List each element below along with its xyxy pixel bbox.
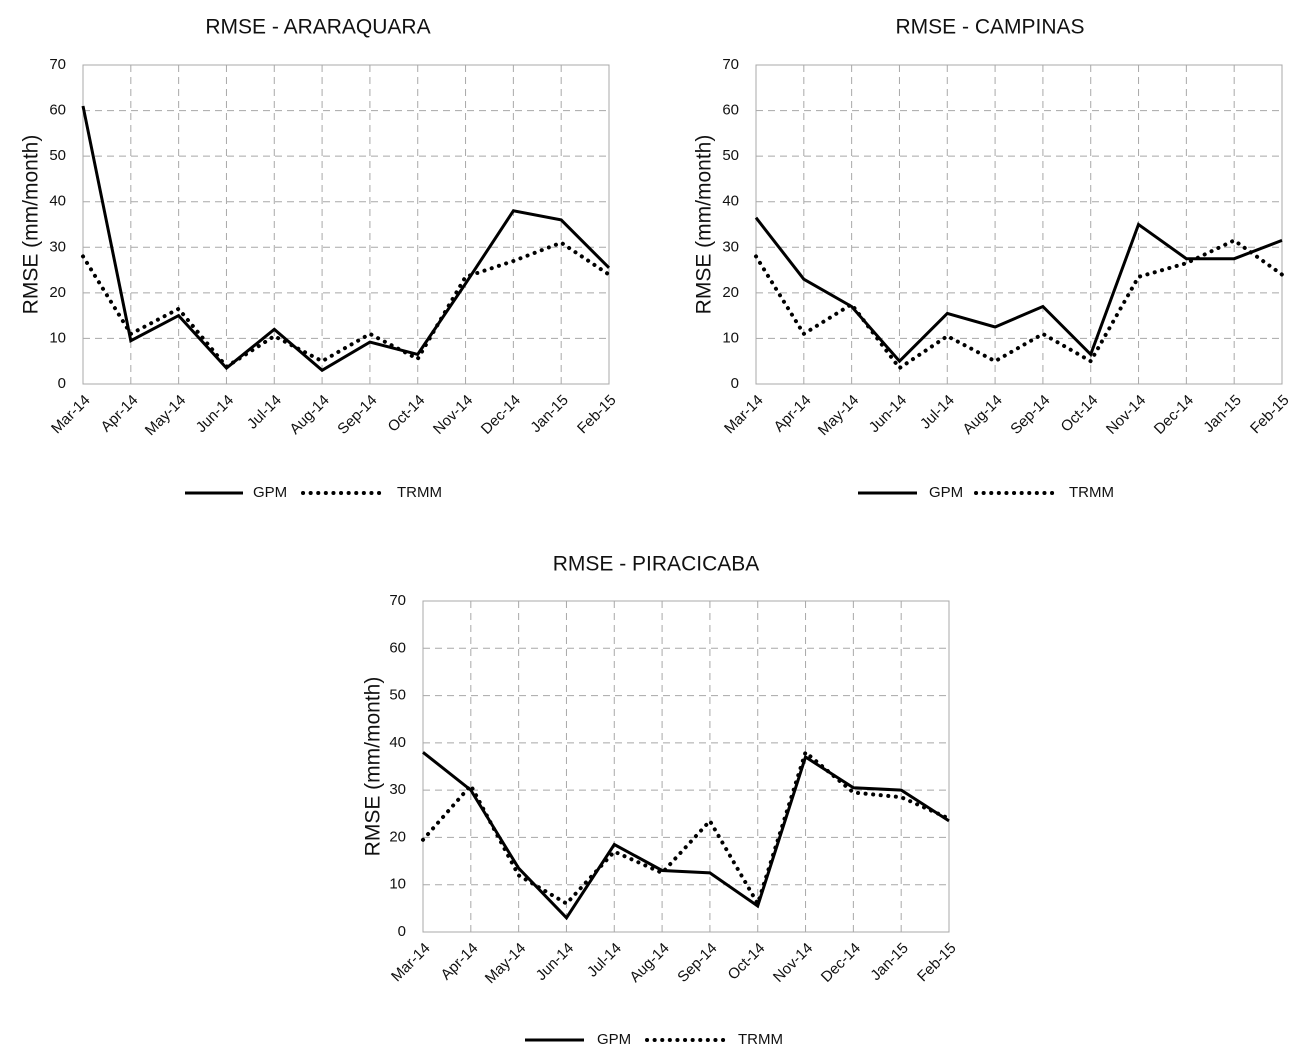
x-tick-label: Dec-14 bbox=[478, 392, 524, 438]
y-tick-label: 10 bbox=[389, 876, 406, 893]
legend-label-trmm: TRMM bbox=[1069, 484, 1114, 501]
chart-title: RMSE - CAMPINAS bbox=[895, 16, 1084, 39]
y-tick-label: 40 bbox=[49, 193, 66, 210]
y-tick-label: 70 bbox=[389, 592, 406, 609]
x-tick-label: Aug-14 bbox=[959, 392, 1005, 438]
y-tick-label: 10 bbox=[722, 329, 739, 346]
x-tick-label: Sep-14 bbox=[334, 392, 380, 438]
x-tick-label: Jun-14 bbox=[193, 392, 237, 436]
legend-label-trmm: TRMM bbox=[397, 484, 442, 501]
x-tick-label: Aug-14 bbox=[626, 940, 672, 986]
y-tick-label: 60 bbox=[389, 639, 406, 656]
x-tick-label: Sep-14 bbox=[674, 940, 720, 986]
y-tick-label: 20 bbox=[389, 828, 406, 845]
grid bbox=[423, 600, 949, 932]
x-tick-label: Mar-14 bbox=[48, 392, 94, 438]
legend-label-gpm: GPM bbox=[929, 484, 963, 501]
y-tick-label: 60 bbox=[49, 102, 66, 119]
y-tick-label: 70 bbox=[49, 56, 66, 73]
x-tick-label: Jun-14 bbox=[533, 940, 577, 984]
x-tick-label: May-14 bbox=[482, 940, 529, 987]
y-tick-label: 60 bbox=[722, 102, 739, 119]
x-tick-label: Dec-14 bbox=[1151, 392, 1197, 438]
series-line-trmm bbox=[81, 240, 611, 370]
plot-area bbox=[422, 600, 950, 933]
x-tick-label: Apr-14 bbox=[98, 392, 142, 436]
legend: GPM TRMM bbox=[858, 484, 1114, 501]
legend: GPM TRMM bbox=[525, 1031, 783, 1048]
x-tick-label: Dec-14 bbox=[818, 940, 864, 986]
series-line-gpm bbox=[81, 105, 611, 373]
x-tick-label: Apr-14 bbox=[438, 940, 482, 984]
x-tick-label: Nov-14 bbox=[1103, 392, 1149, 438]
plot-area bbox=[82, 64, 610, 385]
chart-title: RMSE - PIRACICABA bbox=[553, 553, 760, 576]
legend-label-trmm: TRMM bbox=[738, 1031, 783, 1048]
y-tick-label: 30 bbox=[49, 238, 66, 255]
y-tick-label: 40 bbox=[722, 193, 739, 210]
y-tick-label: 0 bbox=[731, 375, 739, 392]
legend: GPM TRMM bbox=[185, 484, 442, 501]
y-tick-label: 30 bbox=[389, 781, 406, 798]
x-tick-label: Feb-15 bbox=[914, 940, 960, 986]
x-tick-label: Jan-15 bbox=[867, 940, 911, 984]
y-tick-label: 20 bbox=[49, 284, 66, 301]
x-tick-label: Feb-15 bbox=[1247, 392, 1293, 438]
x-tick-label: Nov-14 bbox=[430, 392, 476, 438]
y-axis-label: RMSE (mm/month) bbox=[20, 135, 43, 315]
chart-piracicaba: RMSE - PIRACICABA 0 10 20 30 40 50 60 70 RMSE (mm… bbox=[362, 553, 960, 1048]
x-tick-label: Oct-14 bbox=[385, 392, 429, 436]
x-tick-label: Aug-14 bbox=[286, 392, 332, 438]
series-line-trmm bbox=[754, 238, 1284, 371]
y-tick-label: 10 bbox=[49, 329, 66, 346]
x-tick-label: Apr-14 bbox=[771, 392, 815, 436]
x-tick-label: Mar-14 bbox=[388, 940, 434, 986]
grid bbox=[83, 64, 609, 384]
legend-label-gpm: GPM bbox=[253, 484, 287, 501]
y-axis-label: RMSE (mm/month) bbox=[693, 135, 716, 315]
x-tick-label: Mar-14 bbox=[721, 392, 767, 438]
legend-label-gpm: GPM bbox=[597, 1031, 631, 1048]
x-tick-label: Nov-14 bbox=[770, 940, 816, 986]
y-tick-label: 30 bbox=[722, 238, 739, 255]
x-tick-label: Jan-15 bbox=[527, 392, 571, 436]
chart-araraquara: RMSE - ARARAQUARA 0 10 20 30 40 50 60 70 RMSE (mm… bbox=[20, 16, 620, 501]
y-tick-label: 50 bbox=[722, 147, 739, 164]
chart-title: RMSE - ARARAQUARA bbox=[205, 16, 430, 39]
series-line-gpm bbox=[754, 216, 1283, 364]
x-tick-label: Jul-14 bbox=[917, 392, 958, 433]
y-tick-label: 20 bbox=[722, 284, 739, 301]
chart-campinas: RMSE - CAMPINAS 0 10 20 30 40 50 60 70 RMSE (mm/m… bbox=[693, 16, 1293, 501]
plot-area bbox=[755, 64, 1283, 385]
x-tick-label: May-14 bbox=[142, 392, 189, 439]
x-tick-label: Oct-14 bbox=[1058, 392, 1102, 436]
y-tick-label: 50 bbox=[49, 147, 66, 164]
x-tick-label: Oct-14 bbox=[725, 940, 769, 984]
y-tick-label: 50 bbox=[389, 687, 406, 704]
y-tick-label: 70 bbox=[722, 56, 739, 73]
y-tick-label: 40 bbox=[389, 734, 406, 751]
x-tick-label: Feb-15 bbox=[574, 392, 620, 438]
y-axis-label: RMSE (mm/month) bbox=[362, 677, 385, 857]
x-tick-label: Jul-14 bbox=[584, 940, 625, 981]
x-tick-label: May-14 bbox=[815, 392, 862, 439]
x-tick-label: Jan-15 bbox=[1200, 392, 1244, 436]
x-tick-label: Jul-14 bbox=[244, 392, 285, 433]
y-tick-label: 0 bbox=[398, 923, 406, 940]
series-line-trmm bbox=[421, 748, 951, 909]
series-line-gpm bbox=[422, 751, 950, 921]
x-tick-label: Sep-14 bbox=[1007, 392, 1053, 438]
grid bbox=[756, 64, 1282, 384]
y-tick-label: 0 bbox=[58, 375, 66, 392]
x-tick-label: Jun-14 bbox=[866, 392, 910, 436]
